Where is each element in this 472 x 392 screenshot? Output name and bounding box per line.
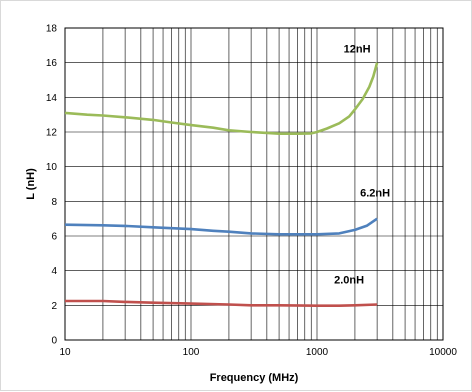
x-axis-label: Frequency (MHz) bbox=[210, 372, 299, 384]
y-tick-label: 12 bbox=[46, 128, 58, 139]
y-tick-label: 0 bbox=[51, 336, 57, 347]
plot-area bbox=[64, 27, 444, 341]
series-line bbox=[65, 299, 378, 307]
series-line bbox=[64, 62, 379, 135]
x-tick-labels: 10 100 1000 10000 bbox=[59, 347, 457, 358]
series-line bbox=[64, 217, 378, 236]
series-label: 6.2nH bbox=[360, 188, 390, 200]
grid bbox=[64, 27, 443, 341]
y-tick-labels: 0 2 4 6 8 10 12 14 16 18 bbox=[46, 24, 58, 347]
y-tick-label: 10 bbox=[46, 162, 58, 173]
x-tick-label: 1000 bbox=[306, 347, 329, 358]
y-tick-label: 16 bbox=[46, 58, 58, 69]
series-lines bbox=[64, 62, 379, 307]
x-tick-label: 10 bbox=[59, 347, 71, 358]
x-tick-label: 100 bbox=[183, 347, 200, 358]
series-label: 2.0nH bbox=[334, 274, 364, 286]
series-labels: 12nH 6.2nH 2.0nH bbox=[334, 44, 390, 287]
y-axis-label: L (nH) bbox=[25, 168, 37, 200]
y-tick-label: 18 bbox=[46, 24, 58, 35]
y-tick-label: 2 bbox=[51, 301, 57, 312]
y-tick-label: 6 bbox=[51, 232, 57, 243]
series-label: 12nH bbox=[344, 44, 371, 56]
y-tick-label: 8 bbox=[51, 197, 57, 208]
y-tick-label: 14 bbox=[46, 93, 58, 104]
y-tick-label: 4 bbox=[51, 266, 57, 277]
x-tick-label: 10000 bbox=[429, 347, 457, 358]
